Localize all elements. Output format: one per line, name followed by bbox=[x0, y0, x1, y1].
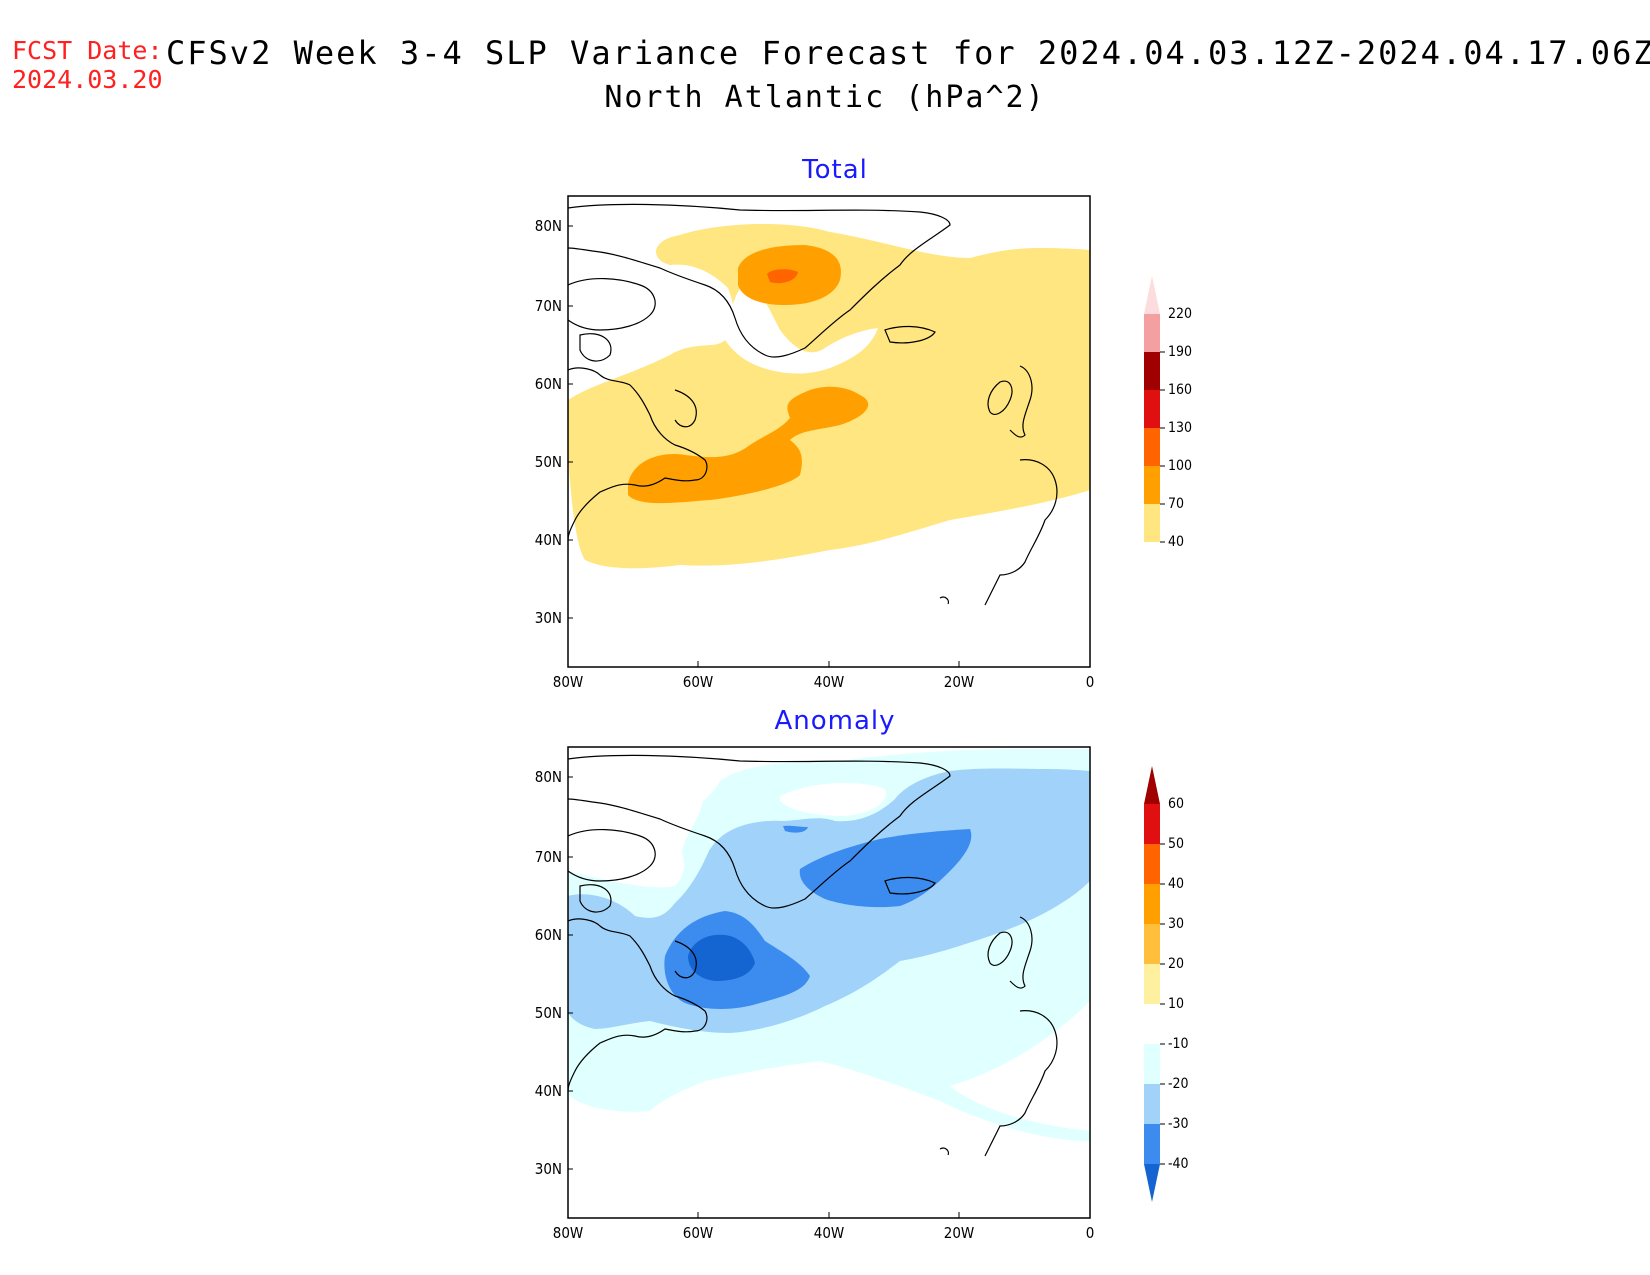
anomaly-lon-label: 20W bbox=[944, 1224, 975, 1242]
anomaly-colorbar-swatch bbox=[1144, 964, 1160, 1004]
total-lat-label: 70N bbox=[535, 297, 562, 315]
total-colorbar-top-arrow bbox=[1144, 276, 1160, 314]
total-colorbar-swatch bbox=[1144, 390, 1160, 428]
total-colorbar-label: 40 bbox=[1168, 534, 1184, 550]
anomaly-lat-label: 40N bbox=[535, 1082, 562, 1100]
anomaly-colorbar-label: -40 bbox=[1168, 1156, 1189, 1172]
forecast-date-block: FCST Date: 2024.03.20 bbox=[12, 36, 163, 94]
total-lon-label: 40W bbox=[814, 673, 845, 691]
anomaly-colorbar-swatch bbox=[1144, 804, 1160, 844]
anomaly-colorbar-bottom-arrow bbox=[1144, 1164, 1160, 1202]
total-colorbar-swatch bbox=[1144, 504, 1160, 542]
anomaly-panel-title: Anomaly bbox=[774, 706, 896, 736]
total-lat-label: 50N bbox=[535, 453, 562, 471]
anomaly-shade-medium-blue-2 bbox=[799, 829, 972, 908]
anomaly-lat-label: 80N bbox=[535, 768, 562, 786]
total-colorbar-label: 190 bbox=[1168, 344, 1192, 360]
anomaly-colorbar-label: -30 bbox=[1168, 1116, 1189, 1132]
anomaly-colorbar-swatch bbox=[1144, 1004, 1160, 1044]
anomaly-shade-white bbox=[568, 772, 704, 881]
anomaly-lat-label: 50N bbox=[535, 1004, 562, 1022]
anomaly-lat-label: 70N bbox=[535, 848, 562, 866]
anomaly-colorbar-label: 20 bbox=[1168, 956, 1184, 972]
forecast-date-value: 2024.03.20 bbox=[12, 65, 163, 94]
total-colorbar-swatch bbox=[1144, 314, 1160, 352]
anomaly-colorbar-label: -20 bbox=[1168, 1076, 1189, 1092]
total-panel-title: Total bbox=[802, 155, 868, 185]
anomaly-colorbar-label: 10 bbox=[1168, 996, 1184, 1012]
anomaly-colorbar-swatch bbox=[1144, 1044, 1160, 1084]
plot-subtitle: North Atlantic (hPa^2) bbox=[604, 80, 1046, 115]
total-shade-70-100-south bbox=[628, 386, 869, 504]
total-lat-label: 40N bbox=[535, 531, 562, 549]
anomaly-colorbar-top-arrow bbox=[1144, 766, 1160, 804]
anomaly-colorbar-label: 60 bbox=[1168, 796, 1184, 812]
total-colorbar-label: 100 bbox=[1168, 458, 1192, 474]
total-lon-label: 0 bbox=[1086, 673, 1095, 691]
anomaly-shade-medium-blue-3 bbox=[783, 825, 808, 833]
anomaly-colorbar-swatch bbox=[1144, 1084, 1160, 1124]
total-lon-label: 60W bbox=[683, 673, 714, 691]
anomaly-colorbar-label: 40 bbox=[1168, 876, 1184, 892]
total-colorbar-swatch bbox=[1144, 466, 1160, 504]
plot-title: CFSv2 Week 3-4 SLP Variance Forecast for… bbox=[166, 34, 1650, 72]
anomaly-colorbar-swatch bbox=[1144, 924, 1160, 964]
total-lon-label: 80W bbox=[553, 673, 584, 691]
total-lat-label: 30N bbox=[535, 609, 562, 627]
anomaly-lon-label: 60W bbox=[683, 1224, 714, 1242]
total-lon-label: 20W bbox=[944, 673, 975, 691]
total-lat-label: 60N bbox=[535, 375, 562, 393]
anomaly-colorbar-swatch bbox=[1144, 1124, 1160, 1164]
total-colorbar: 220 190 160 130 100 70 40 bbox=[1144, 276, 1192, 580]
total-colorbar-label: 130 bbox=[1168, 420, 1192, 436]
total-shade-white-hole bbox=[725, 284, 878, 374]
anomaly-colorbar: 60 50 40 30 20 10 -10 -20 -30 -40 bbox=[1144, 766, 1189, 1202]
anomaly-lon-label: 80W bbox=[553, 1224, 584, 1242]
anomaly-colorbar-label: -10 bbox=[1168, 1036, 1189, 1052]
total-colorbar-swatch bbox=[1144, 352, 1160, 390]
anomaly-colorbar-label: 50 bbox=[1168, 836, 1184, 852]
total-lat-label: 80N bbox=[535, 217, 562, 235]
anomaly-lon-label: 40W bbox=[814, 1224, 845, 1242]
forecast-date-label: FCST Date: bbox=[12, 36, 163, 65]
anomaly-shade-dark-blue bbox=[688, 934, 755, 981]
anomaly-colorbar-label: 30 bbox=[1168, 916, 1184, 932]
anomaly-lat-label: 30N bbox=[535, 1160, 562, 1178]
anomaly-map: 80N 70N 60N 50N 40N 30N 80W 60W 40W 20W … bbox=[535, 746, 1095, 1242]
anomaly-colorbar-swatch bbox=[1144, 844, 1160, 884]
anomaly-lon-label: 0 bbox=[1086, 1224, 1095, 1242]
anomaly-shade-white-3 bbox=[950, 1001, 1090, 1131]
total-colorbar-label: 220 bbox=[1168, 306, 1192, 322]
total-colorbar-label: 70 bbox=[1168, 496, 1184, 512]
anomaly-colorbar-swatch bbox=[1144, 884, 1160, 924]
anomaly-lat-label: 60N bbox=[535, 926, 562, 944]
total-coastlines bbox=[568, 203, 1058, 606]
total-colorbar-label: 160 bbox=[1168, 382, 1192, 398]
anomaly-coastlines bbox=[568, 754, 1058, 1157]
total-shade-100-130 bbox=[767, 269, 798, 284]
total-colorbar-bottom-arrow bbox=[1144, 542, 1160, 580]
anomaly-shade-white-2 bbox=[780, 782, 886, 816]
total-colorbar-swatch bbox=[1144, 428, 1160, 466]
total-map: 80N 70N 60N 50N 40N 30N 80W 60W 40W 20W … bbox=[535, 195, 1095, 691]
